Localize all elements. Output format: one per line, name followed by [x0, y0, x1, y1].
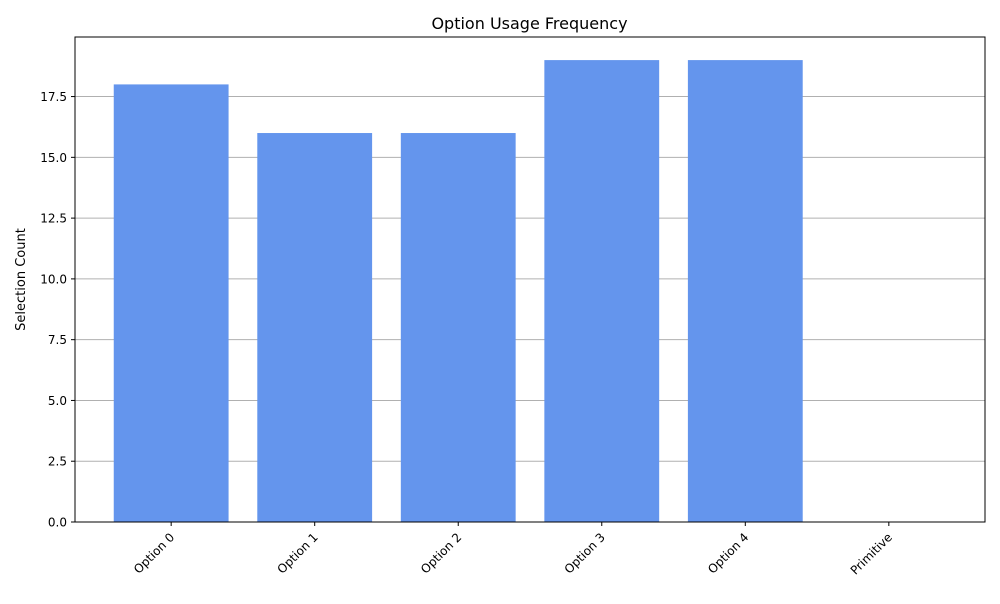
y-tick-label: 12.5	[40, 212, 67, 226]
bar-option-4	[687, 60, 803, 522]
bar-option-3	[544, 60, 660, 522]
x-tick-label: Option 2	[418, 530, 464, 576]
bar-option-1	[257, 133, 373, 522]
x-tick-label: Primitive	[848, 530, 895, 577]
y-tick-label: 17.5	[40, 90, 67, 104]
y-tick-label: 5.0	[48, 394, 67, 408]
y-tick-label: 0.0	[48, 516, 67, 530]
plot-frame	[74, 36, 986, 523]
x-tick-label: Option 4	[705, 530, 751, 576]
y-axis-label: Selection Count	[14, 228, 29, 331]
axis-layer	[71, 36, 986, 526]
chart-title: Option Usage Frequency	[431, 14, 627, 33]
bar-option-0	[113, 84, 229, 523]
x-tick-label: Option 3	[562, 530, 608, 576]
y-tick-label: 2.5	[48, 455, 67, 469]
x-tick-label: Option 0	[131, 530, 177, 576]
bar-option-2	[400, 133, 516, 522]
bar-layer	[113, 60, 803, 523]
y-tick-label: 7.5	[48, 333, 67, 347]
y-tick-label: 10.0	[40, 272, 67, 286]
y-tick-label: 15.0	[40, 151, 67, 165]
x-tick-label: Option 1	[275, 530, 321, 576]
